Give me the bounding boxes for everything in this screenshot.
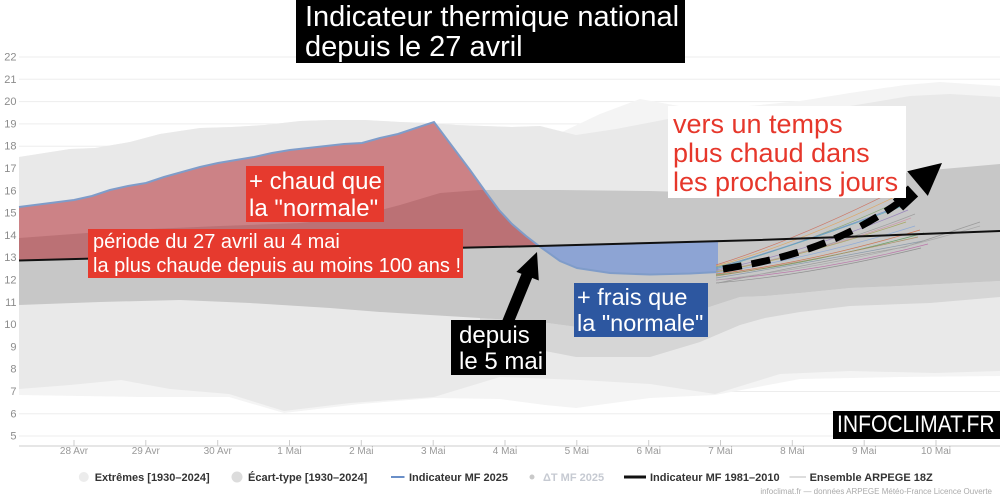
svg-text:20: 20 [4, 96, 16, 108]
svg-text:Écart-type [1930–2024]: Écart-type [1930–2024] [248, 471, 368, 484]
svg-text:Indicateur MF 2025: Indicateur MF 2025 [409, 472, 508, 484]
svg-text:2 Mai: 2 Mai [349, 446, 373, 457]
svg-text:infoclimat.fr — données ARPEGE: infoclimat.fr — données ARPEGE Météo-Fra… [760, 487, 992, 496]
svg-text:Extrêmes [1930–2024]: Extrêmes [1930–2024] [95, 472, 210, 484]
svg-text:5 Mai: 5 Mai [565, 446, 589, 457]
svg-text:6: 6 [10, 408, 16, 420]
svg-text:4 Mai: 4 Mai [493, 446, 517, 457]
svg-text:6 Mai: 6 Mai [636, 446, 660, 457]
svg-text:22: 22 [4, 52, 16, 64]
svg-text:14: 14 [4, 230, 16, 242]
svg-text:28 Avr: 28 Avr [60, 446, 89, 457]
svg-text:7: 7 [10, 386, 16, 398]
svg-text:Indicateur MF 1981–2010: Indicateur MF 1981–2010 [650, 472, 780, 484]
svg-text:7 Mai: 7 Mai [708, 446, 732, 457]
svg-text:19: 19 [4, 118, 16, 130]
svg-text:8 Mai: 8 Mai [780, 446, 804, 457]
svg-text:29 Avr: 29 Avr [132, 446, 161, 457]
svg-text:21: 21 [4, 74, 16, 86]
svg-text:8: 8 [10, 364, 16, 376]
svg-text:ΔT MF 2025: ΔT MF 2025 [543, 472, 604, 484]
svg-text:3 Mai: 3 Mai [421, 446, 445, 457]
svg-text:16: 16 [4, 185, 16, 197]
svg-text:13: 13 [4, 252, 16, 264]
svg-text:10 Mai: 10 Mai [921, 446, 951, 457]
svg-text:Ensemble ARPEGE 18Z: Ensemble ARPEGE 18Z [810, 472, 933, 484]
svg-text:30 Avr: 30 Avr [204, 446, 233, 457]
svg-text:9: 9 [10, 341, 16, 353]
svg-text:11: 11 [5, 297, 16, 309]
svg-text:5: 5 [10, 431, 16, 443]
svg-text:1 Mai: 1 Mai [277, 446, 301, 457]
svg-text:9 Mai: 9 Mai [852, 446, 876, 457]
svg-text:15: 15 [4, 208, 16, 220]
svg-text:18: 18 [4, 141, 16, 153]
svg-text:12: 12 [4, 275, 16, 287]
svg-text:10: 10 [4, 319, 16, 331]
svg-text:17: 17 [4, 163, 16, 175]
